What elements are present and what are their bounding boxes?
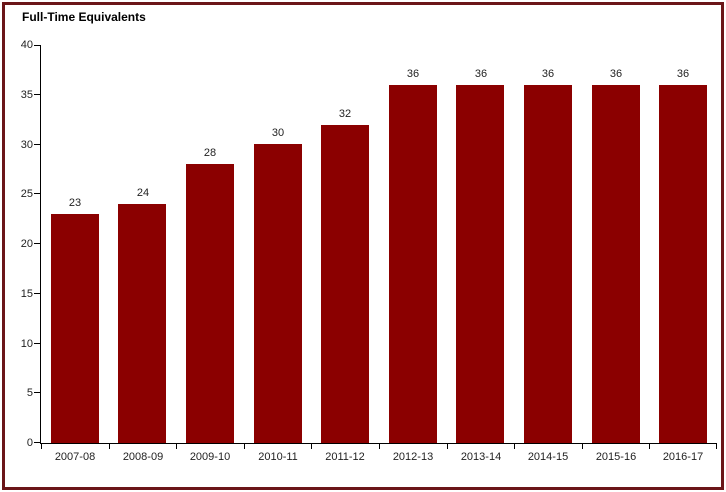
y-axis-tick-mark: [34, 45, 40, 46]
x-axis-tick-mark: [41, 443, 42, 449]
x-axis-category-label: 2010-11: [258, 451, 298, 463]
x-axis-category-label: 2009-10: [189, 451, 231, 463]
bar: [389, 85, 437, 443]
bar: [659, 85, 707, 443]
x-axis-tick-mark: [447, 443, 448, 449]
bar-value-label: 36: [406, 68, 420, 80]
x-axis-category-label: 2016-17: [662, 451, 704, 463]
bar-value-label: 36: [541, 68, 555, 80]
x-axis-category-label: 2012-13: [392, 451, 434, 463]
bar: [524, 85, 572, 443]
y-axis-tick-label: 10: [20, 337, 33, 350]
y-axis-tick-label: 20: [20, 238, 33, 250]
bar-value-label: 36: [609, 68, 623, 80]
y-axis-tick-mark: [34, 243, 40, 244]
x-axis-tick-mark: [514, 443, 515, 449]
bar-value-label: 28: [203, 147, 217, 159]
y-axis-tick-mark: [34, 292, 40, 294]
x-axis-category-label: 2008-09: [122, 451, 164, 463]
x-axis-tick-mark: [109, 443, 110, 449]
bar-value-label: 30: [271, 127, 285, 139]
y-axis-tick-label: 40: [20, 39, 33, 51]
bar: [186, 164, 234, 443]
bar-value-label: 36: [474, 68, 488, 80]
chart-title: Full-Time Equivalents: [22, 10, 146, 24]
plot-area: 0 5 10 15 20 25 30 35 40 23 2007-08 24 2008-09 28 2009…: [21, 39, 717, 463]
bar: [321, 125, 369, 443]
bar-value-label: 23: [68, 197, 82, 209]
y-axis-tick-mark: [34, 143, 40, 145]
y-axis-tick-label: 15: [20, 287, 33, 300]
x-axis-category-label: 2013-14: [460, 451, 502, 463]
y-axis-tick-label: 35: [20, 88, 33, 101]
y-axis-tick-label: 25: [20, 188, 33, 201]
x-axis-tick-mark: [244, 443, 245, 449]
bar: [592, 85, 640, 443]
x-axis-category-label: 2015-16: [595, 451, 637, 463]
y-axis-tick-mark: [34, 442, 40, 443]
x-axis-tick-mark: [176, 443, 177, 449]
y-axis-tick-mark: [34, 193, 40, 195]
y-axis-tick-label: 0: [26, 437, 33, 449]
x-axis-tick-mark: [311, 443, 312, 449]
x-axis-category-label: 2011-12: [325, 451, 365, 463]
bar-value-label: 36: [676, 68, 690, 80]
bar: [51, 214, 99, 443]
bar: [118, 204, 166, 443]
x-axis-tick-mark: [716, 443, 717, 449]
bar: [254, 144, 302, 443]
y-axis-tick-mark: [34, 93, 40, 95]
bar-value-label: 24: [136, 187, 150, 199]
y-axis-tick-label: 5: [26, 387, 33, 400]
y-axis-tick-mark: [34, 342, 40, 344]
x-axis-tick-mark: [379, 443, 380, 449]
y-axis-tick-mark: [34, 392, 40, 394]
x-axis-tick-mark: [649, 443, 650, 449]
y-axis-tick-label: 30: [20, 138, 33, 151]
bar-value-label: 32: [338, 108, 352, 120]
bar: [456, 85, 504, 443]
x-axis-category-label: 2014-15: [527, 451, 569, 463]
x-axis-category-label: 2007-08: [54, 451, 96, 463]
x-axis-tick-mark: [582, 443, 583, 449]
